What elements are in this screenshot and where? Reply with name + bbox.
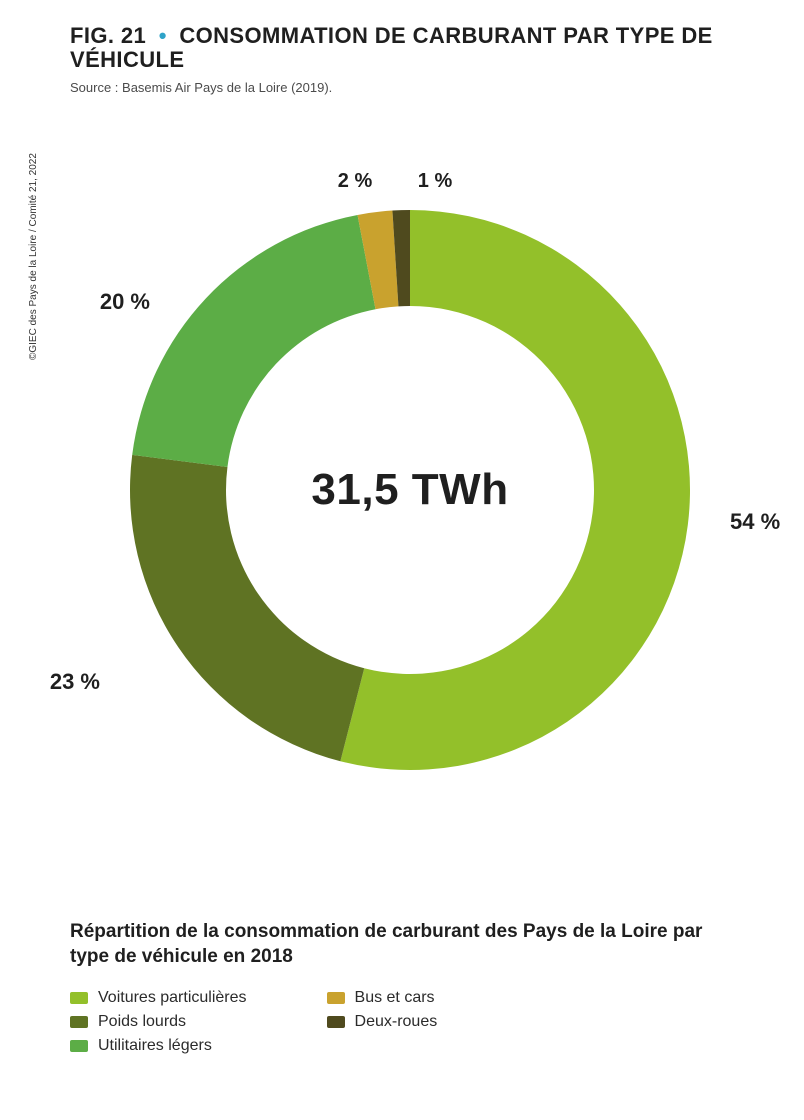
legend-label: Voitures particulières [98, 989, 247, 1007]
slice-label-utilitaires: 20 % [100, 289, 150, 315]
legend-swatch-icon [70, 1016, 88, 1028]
figure-title: FIG. 21 • CONSOMMATION DE CARBURANT PAR … [70, 24, 774, 72]
figure-source: Source : Basemis Air Pays de la Loire (2… [70, 80, 774, 95]
legend-label: Utilitaires légers [98, 1037, 212, 1055]
slice-label-poids_lourds: 23 % [50, 669, 100, 695]
legend-column: Voitures particulières Poids lourds Utilit… [70, 989, 247, 1055]
title-bullet-icon: • [153, 23, 173, 48]
figure-footer: Répartition de la consommation de carbur… [70, 920, 764, 1055]
legend-swatch-icon [327, 992, 345, 1004]
figure-subtitle: Répartition de la consommation de carbur… [70, 920, 710, 969]
legend-item-poids_lourds: Poids lourds [70, 1013, 247, 1031]
legend-swatch-icon [70, 1040, 88, 1052]
vertical-credit: ©GIEC des Pays de la Loire / Comité 21, … [28, 153, 39, 360]
donut-slice-utilitaires [132, 215, 375, 467]
page: FIG. 21 • CONSOMMATION DE CARBURANT PAR … [0, 0, 804, 1120]
donut-center-label: 31,5 TWh [70, 465, 750, 515]
legend-item-deux_roues: Deux-roues [327, 1013, 438, 1031]
slice-label-deux_roues: 1 % [418, 170, 452, 193]
legend-item-utilitaires: Utilitaires légers [70, 1037, 247, 1055]
figure-header: FIG. 21 • CONSOMMATION DE CARBURANT PAR … [70, 24, 774, 95]
slice-label-voitures: 54 % [730, 509, 780, 535]
legend-column: Bus et cars Deux-roues [327, 989, 438, 1055]
slice-label-bus: 2 % [338, 170, 372, 193]
legend-item-voitures: Voitures particulières [70, 989, 247, 1007]
legend-swatch-icon [327, 1016, 345, 1028]
figure-number: FIG. 21 [70, 23, 146, 48]
legend-label: Deux-roues [355, 1013, 438, 1031]
legend: Voitures particulières Poids lourds Utilit… [70, 989, 764, 1055]
donut-chart: 31,5 TWh 54 %23 %20 %2 %1 % [70, 150, 750, 830]
legend-label: Poids lourds [98, 1013, 186, 1031]
legend-label: Bus et cars [355, 989, 435, 1007]
legend-item-bus: Bus et cars [327, 989, 438, 1007]
legend-swatch-icon [70, 992, 88, 1004]
